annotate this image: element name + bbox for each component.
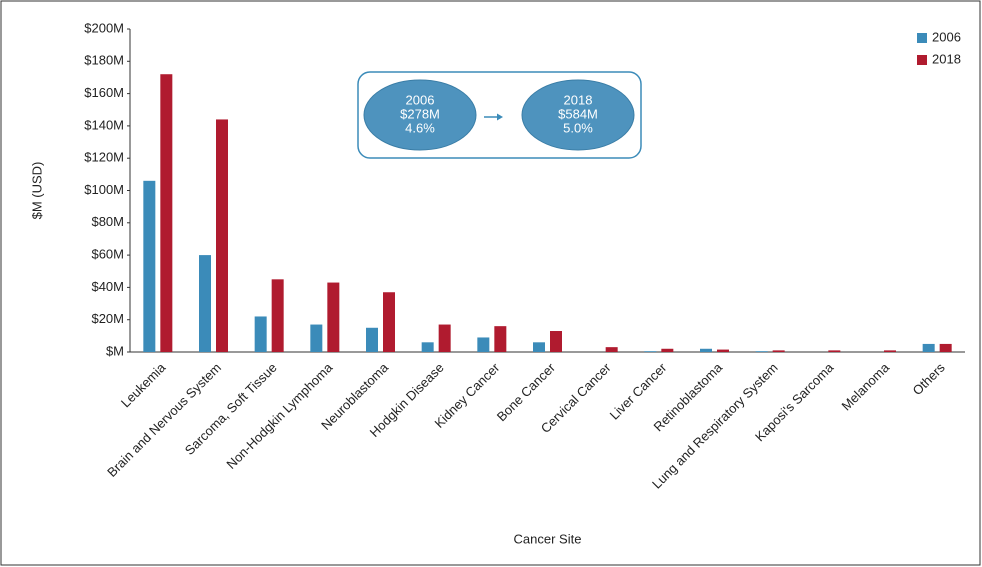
annotation-arrowhead <box>497 113 503 121</box>
y-tick-label: $160M <box>84 85 124 100</box>
annotation-text: 2018 <box>564 92 593 107</box>
y-tick-label: $100M <box>84 182 124 197</box>
bar <box>717 349 729 352</box>
bar <box>216 119 228 352</box>
bar <box>494 326 507 352</box>
y-tick-label: $M <box>106 343 124 358</box>
y-tick-label: $80M <box>91 214 124 229</box>
bar <box>438 324 451 352</box>
bar <box>421 342 434 352</box>
bar <box>939 343 952 352</box>
bar <box>755 351 768 352</box>
y-tick-label: $120M <box>84 150 124 165</box>
y-tick-label: $40M <box>91 279 124 294</box>
legend-swatch <box>917 55 927 65</box>
bar <box>327 282 340 352</box>
bar <box>772 350 785 352</box>
legend-label: 2006 <box>932 29 961 44</box>
y-tick-label: $140M <box>84 117 124 132</box>
annotation-ellipse <box>363 79 477 151</box>
bar <box>271 279 284 352</box>
annotation-text: $278M <box>400 106 440 121</box>
annotation-text: $584M <box>558 106 598 121</box>
annotation-text: 2006 <box>406 92 435 107</box>
annotation-text: 4.6% <box>405 120 435 135</box>
bar <box>828 350 841 352</box>
bar <box>310 324 323 352</box>
bar <box>160 74 173 352</box>
bar <box>644 351 657 352</box>
legend-swatch <box>917 33 927 43</box>
bar <box>254 316 267 352</box>
bar <box>383 292 395 352</box>
legend-label: 2018 <box>932 51 961 66</box>
bar <box>143 180 156 352</box>
bar <box>661 348 674 352</box>
y-tick-label: $200M <box>84 20 124 35</box>
x-axis-label: Cancer Site <box>514 531 582 546</box>
bar <box>922 343 935 352</box>
y-tick-label: $20M <box>91 311 124 326</box>
annotation-ellipse <box>521 79 635 151</box>
annotation-text: 5.0% <box>563 120 593 135</box>
y-axis-label: $M (USD) <box>29 162 44 220</box>
bar <box>366 327 378 352</box>
bar <box>550 331 562 352</box>
y-tick-label: $180M <box>84 53 124 68</box>
bar <box>884 350 896 352</box>
y-tick-label: $60M <box>91 247 124 262</box>
bar <box>477 337 490 352</box>
bar <box>605 347 618 352</box>
bar <box>533 342 545 352</box>
bar <box>199 255 211 352</box>
bar <box>700 348 712 352</box>
